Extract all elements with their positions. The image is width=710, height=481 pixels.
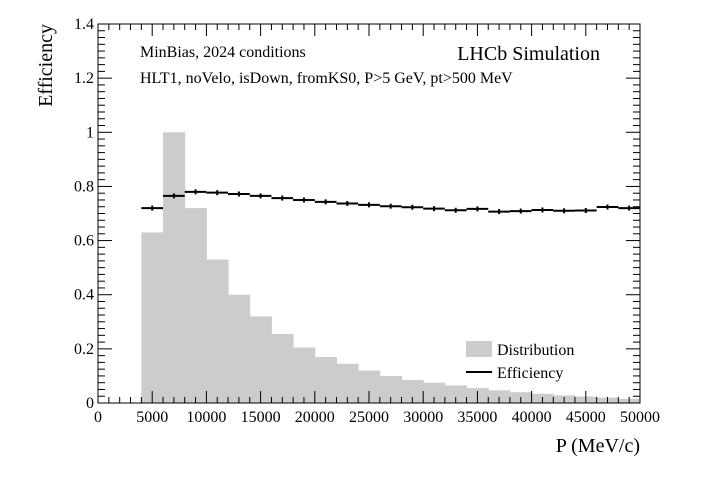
distribution-bar	[401, 379, 424, 403]
x-tick-label: 35000	[457, 409, 497, 426]
distribution-bar	[163, 132, 186, 404]
distribution-bar	[206, 259, 229, 403]
legend-efficiency-label: Efficiency	[497, 365, 563, 382]
x-tick-label: 25000	[349, 409, 389, 426]
distribution-bar	[314, 356, 337, 403]
x-tick-label: 30000	[403, 409, 443, 426]
distribution-bar	[358, 370, 381, 403]
distribution-bar	[293, 347, 316, 403]
y-tick-label: 0.4	[74, 287, 94, 304]
distribution-bar	[249, 316, 272, 403]
distribution-bar	[423, 382, 446, 403]
y-tick-label: 0.8	[74, 178, 94, 195]
y-axis-label: Efficiency	[35, 24, 57, 107]
axis-ticks: 0 5000 10000 15000 20000 25000 30000 35000 40000…	[74, 16, 660, 426]
efficiency-series	[141, 189, 640, 215]
x-tick-label: 20000	[295, 409, 335, 426]
distribution-bar	[184, 208, 207, 403]
x-tick-label: 5000	[136, 409, 168, 426]
x-tick-label: 0	[94, 409, 102, 426]
x-tick-label: 15000	[241, 409, 281, 426]
y-tick-label: 0.6	[74, 233, 94, 250]
legend: Distribution Efficiency	[458, 333, 596, 385]
distribution-bar	[271, 333, 294, 403]
distribution-bar	[228, 294, 251, 403]
y-tick-label: 1	[86, 124, 94, 141]
legend-distribution-label: Distribution	[497, 342, 574, 359]
x-tick-label: 45000	[566, 409, 606, 426]
x-tick-label: 40000	[512, 409, 552, 426]
experiment-label: LHCb Simulation	[457, 43, 600, 65]
y-tick-label: 0	[86, 395, 94, 412]
distribution-bar	[444, 385, 468, 403]
distribution-bar	[379, 375, 403, 403]
legend-distribution-swatch	[466, 341, 492, 357]
y-tick-label: 1.4	[74, 16, 94, 33]
distribution-bar	[488, 390, 511, 403]
x-tick-label: 10000	[186, 409, 226, 426]
sample-annotation: MinBias, 2024 conditions	[140, 44, 306, 61]
y-tick-label: 1.2	[74, 70, 94, 87]
distribution-histogram	[141, 132, 641, 404]
distribution-bar	[336, 363, 359, 403]
y-tick-label: 0.2	[74, 341, 94, 358]
x-tick-label: 50000	[620, 409, 660, 426]
distribution-bar	[141, 232, 164, 403]
selection-annotation: HLT1, noVelo, isDown, fromKS0, P>5 GeV, …	[140, 70, 513, 87]
x-axis-label: P (MeV/c)	[556, 435, 640, 457]
